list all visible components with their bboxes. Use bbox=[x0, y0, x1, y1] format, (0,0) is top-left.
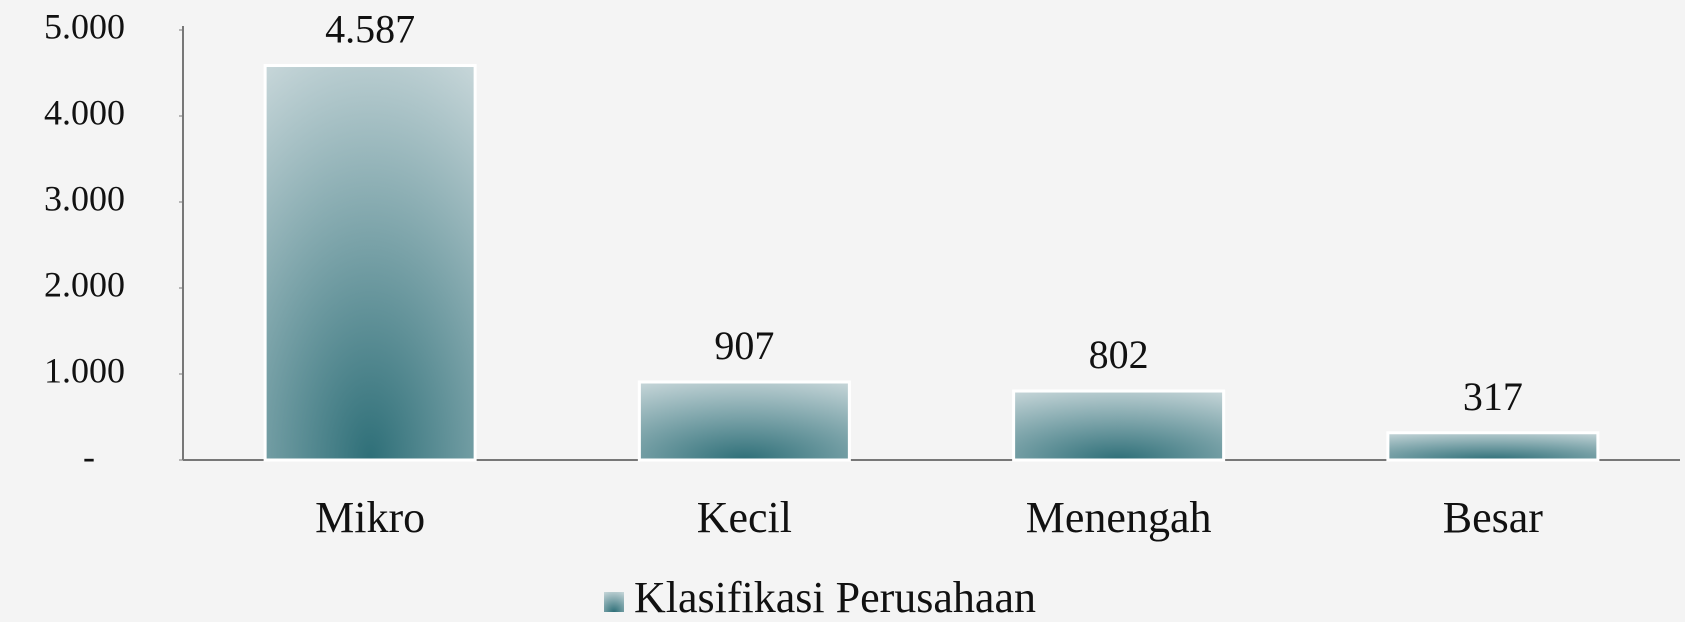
value-label: 907 bbox=[714, 323, 774, 368]
x-tick-label: Menengah bbox=[1026, 493, 1212, 542]
value-label: 4.587 bbox=[325, 7, 415, 52]
y-tick-label: 2.000 bbox=[44, 264, 125, 304]
bar bbox=[1386, 431, 1600, 462]
y-tick-label: - bbox=[83, 436, 95, 476]
legend-label: Klasifikasi Perusahaan bbox=[634, 573, 1036, 622]
bar bbox=[263, 64, 477, 462]
x-tick-label: Besar bbox=[1443, 493, 1544, 542]
x-tick-label: Mikro bbox=[315, 493, 425, 542]
y-tick-label: 3.000 bbox=[44, 178, 125, 218]
y-tick-label: 1.000 bbox=[44, 350, 125, 390]
value-label: 802 bbox=[1089, 332, 1149, 377]
y-tick-label: 5.000 bbox=[44, 6, 125, 46]
bar bbox=[1012, 389, 1226, 462]
legend-swatch bbox=[604, 592, 624, 612]
x-tick-label: Kecil bbox=[697, 493, 792, 542]
bar bbox=[637, 380, 851, 462]
y-tick-label: 4.000 bbox=[44, 92, 125, 132]
value-label: 317 bbox=[1463, 374, 1523, 419]
